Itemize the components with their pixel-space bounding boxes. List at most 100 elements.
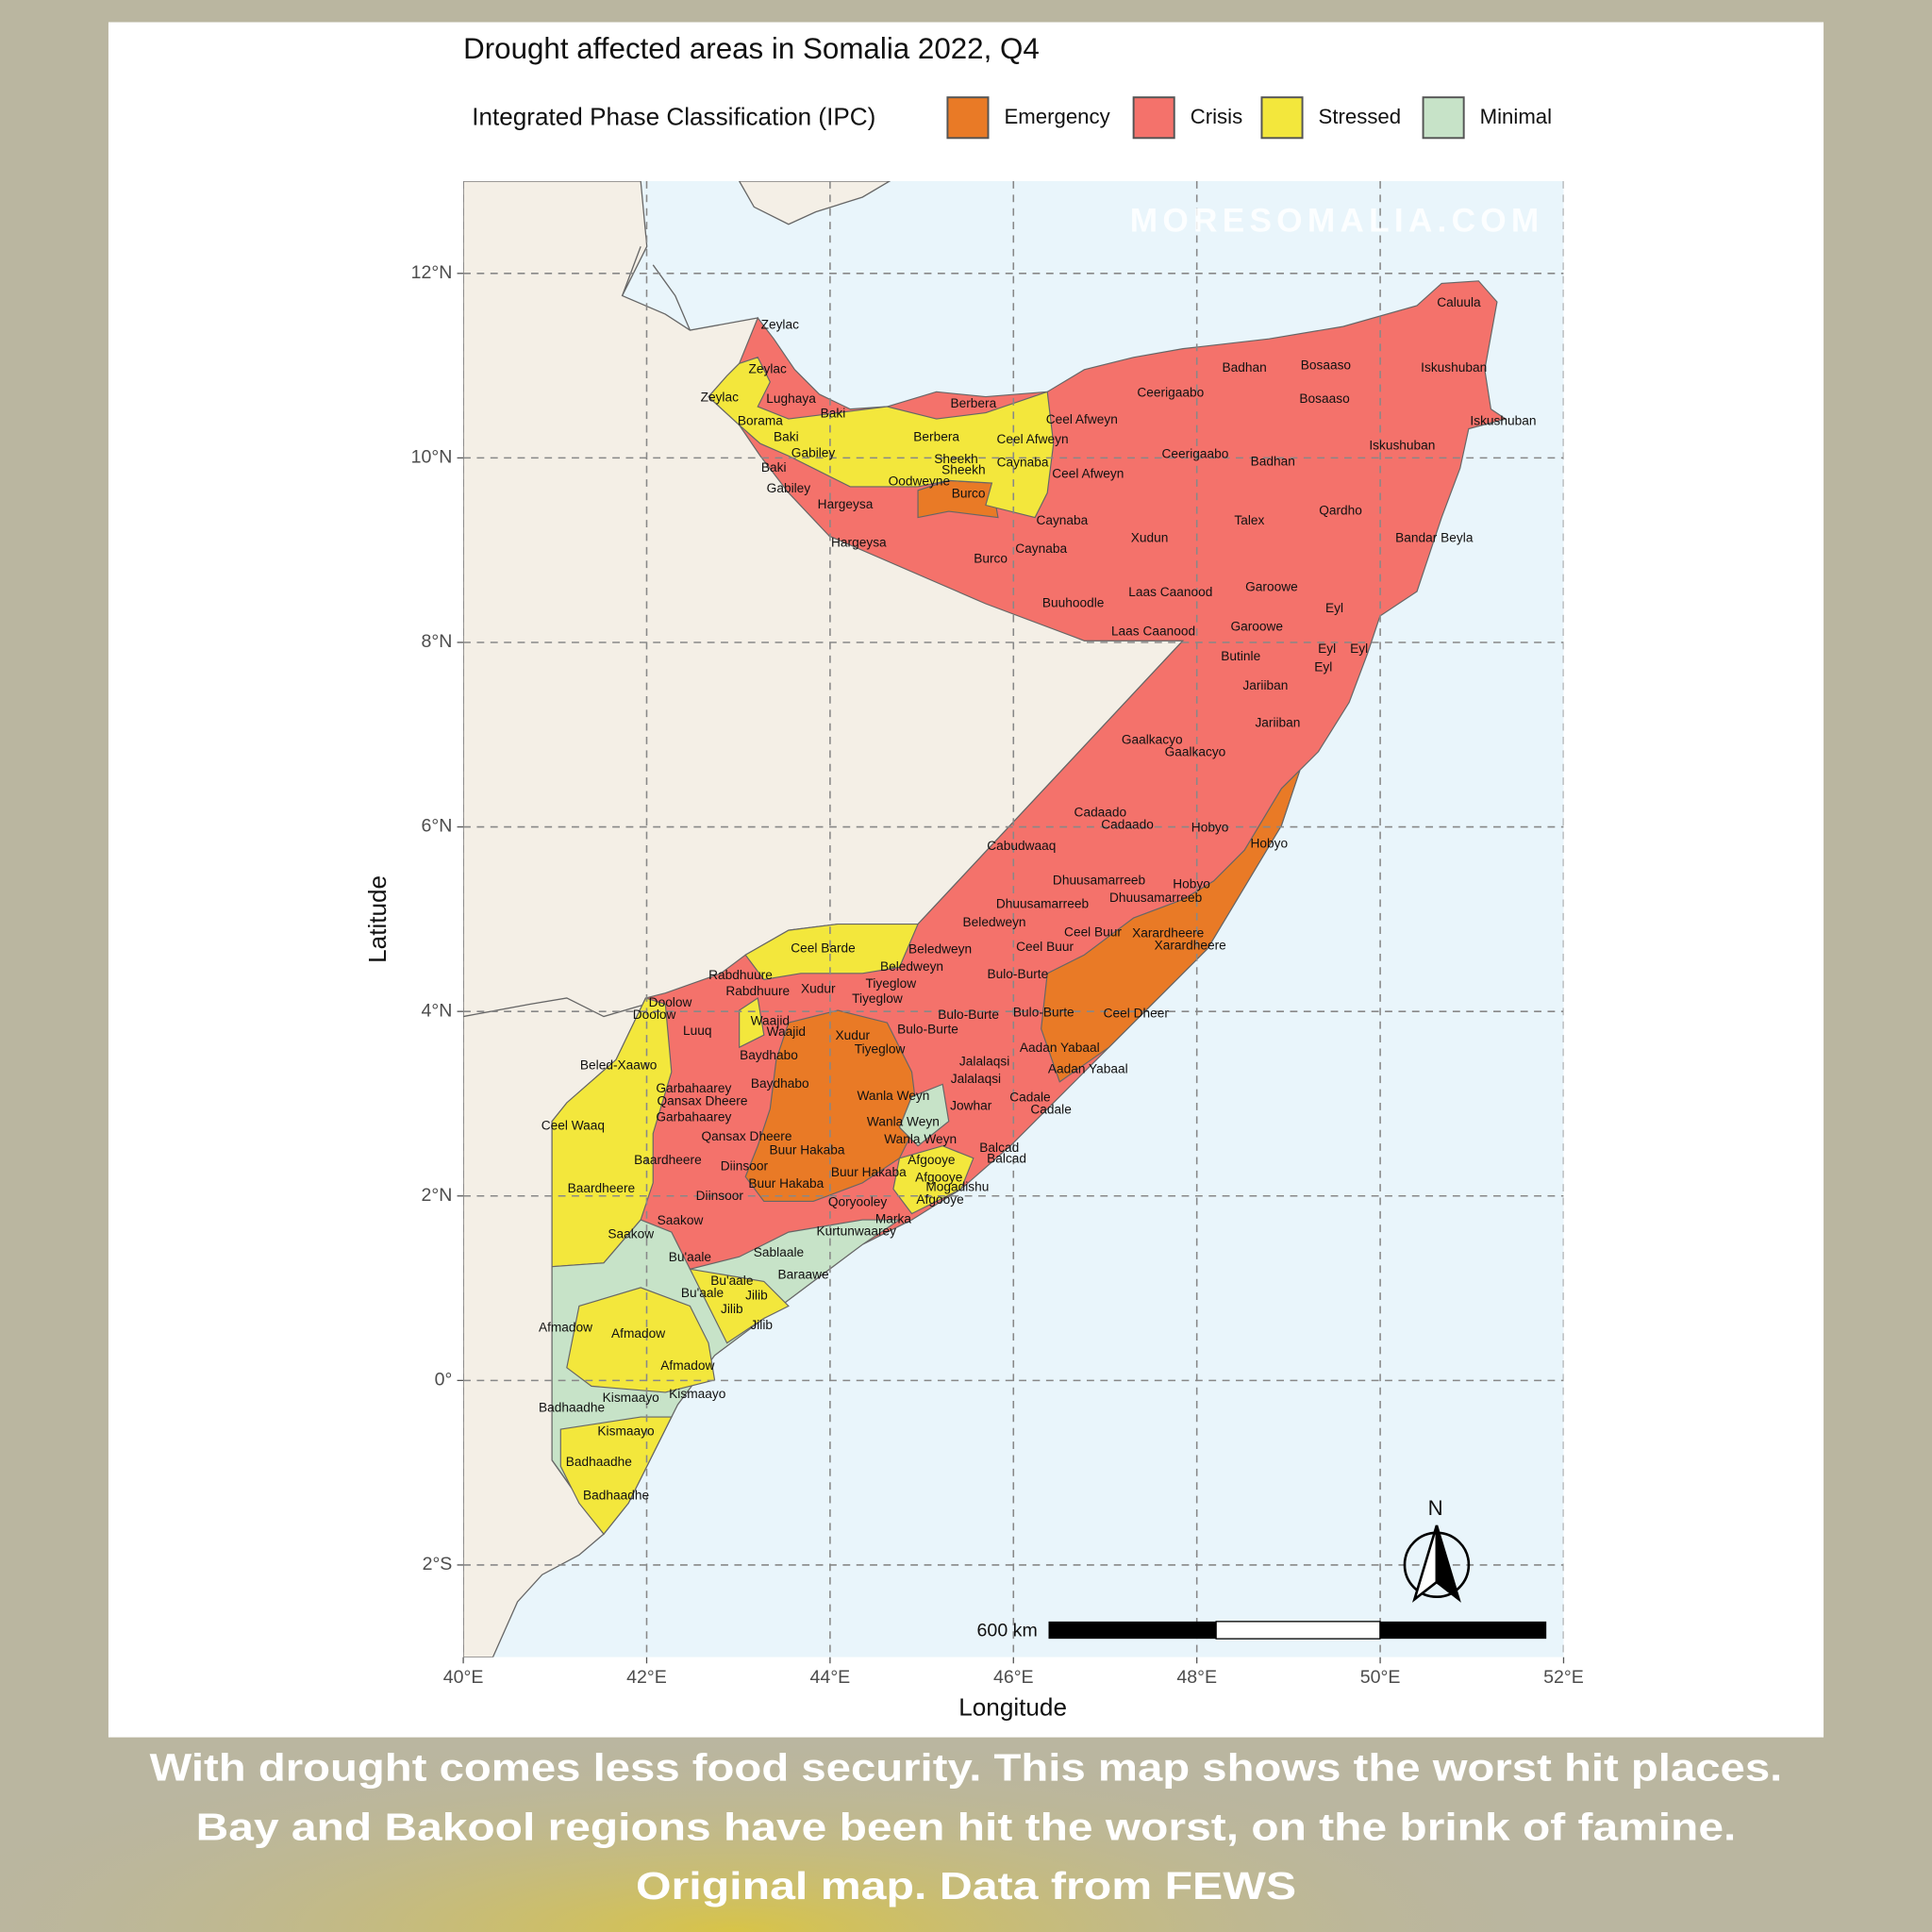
ipc-zone xyxy=(689,1268,790,1344)
x-tick-label: 42°E xyxy=(626,1667,667,1688)
place-label: Caluula xyxy=(1437,295,1481,309)
place-label: Garoowe xyxy=(1245,580,1298,594)
ipc-zone xyxy=(898,1083,950,1147)
legend-title: Integrated Phase Classification (IPC) xyxy=(472,102,875,130)
place-label: Bu'aale xyxy=(681,1286,724,1300)
place-label: Dhuusamarreeb xyxy=(1053,874,1146,888)
place-label: Afgooye xyxy=(916,1192,964,1207)
place-label: Eyl xyxy=(1350,641,1368,656)
y-tick-label: 12°N xyxy=(411,262,453,283)
place-label: Berbera xyxy=(950,396,996,410)
place-label: Ceel Afweyn xyxy=(1046,412,1118,426)
north-label: N xyxy=(1428,1496,1443,1520)
place-label: Jowhar xyxy=(950,1099,992,1113)
place-label: Zeylac xyxy=(749,361,788,375)
place-label: Baydhabo xyxy=(751,1076,809,1091)
place-label: Cabudwaaq xyxy=(987,839,1056,853)
place-label: Beledweyn xyxy=(880,959,943,974)
chart-title: Drought affected areas in Somalia 2022, … xyxy=(463,32,1040,65)
place-label: Sablaale xyxy=(754,1245,805,1259)
place-label: Tiyeglow xyxy=(866,976,917,991)
place-label: Buur Hakaba xyxy=(831,1165,907,1179)
scale-segment xyxy=(1215,1621,1381,1640)
y-tick-label: 10°N xyxy=(411,447,453,468)
place-label: Ceerigaabo xyxy=(1162,447,1229,461)
place-label: Qansax Dheere xyxy=(702,1129,792,1143)
place-label: Iskushuban xyxy=(1470,413,1536,427)
place-label: Lughaya xyxy=(766,391,816,406)
place-label: Garbahaarey xyxy=(656,1081,731,1095)
place-label: Cadaado xyxy=(1101,818,1154,832)
place-label: Ceel Dheer xyxy=(1104,1007,1170,1021)
scale-label: 600 km xyxy=(977,1620,1038,1641)
place-label: Badhaadhe xyxy=(539,1401,605,1415)
place-label: Ceerigaabo xyxy=(1137,385,1204,399)
place-label: Bu'aale xyxy=(669,1250,712,1264)
place-label: Ceel Buur xyxy=(1064,924,1122,939)
axis-ticks: 40°E 42°E 44°E 46°E 48°E 50°E 52°E 2°S 0° 2°N 4°N 6… xyxy=(411,262,1584,1688)
place-label: Bulo-Burte xyxy=(938,1008,999,1022)
place-label: Baki xyxy=(774,429,799,443)
place-label: Cadale xyxy=(1009,1090,1051,1104)
place-label: Dhuusamarreeb xyxy=(1109,891,1203,905)
place-label: Badhaadhe xyxy=(566,1455,632,1469)
y-tick-label: 6°N xyxy=(421,816,452,837)
place-label: Kismaayo xyxy=(669,1387,726,1401)
x-tick-label: 46°E xyxy=(993,1667,1034,1688)
place-label: Badhaadhe xyxy=(583,1488,649,1502)
place-label: Laas Caanood xyxy=(1111,625,1195,639)
ipc-zone xyxy=(744,924,919,981)
x-tick-label: 40°E xyxy=(443,1667,484,1688)
place-label: Diinsoor xyxy=(696,1189,744,1203)
place-label: Bosaaso xyxy=(1301,358,1352,373)
x-tick-label: 44°E xyxy=(810,1667,851,1688)
place-label: Dhuusamarreeb xyxy=(996,896,1090,910)
place-label: Rabdhuure xyxy=(725,984,790,998)
place-label: Ceel Buur xyxy=(1016,940,1074,954)
place-label: Jalalaqsi xyxy=(959,1055,1009,1069)
place-label: Doolow xyxy=(649,995,692,1009)
caption-line: Bay and Bakool regions have been hit the… xyxy=(196,1805,1737,1848)
place-label: Sheekh xyxy=(941,463,985,477)
place-label: Hobyo xyxy=(1191,820,1229,834)
place-label: Badhan xyxy=(1251,454,1295,468)
place-label: Iskushuban xyxy=(1369,438,1435,452)
scale-bar: 600 km xyxy=(977,1620,1547,1641)
place-label: Xudun xyxy=(1131,530,1169,544)
place-label: Zeylac xyxy=(701,391,740,405)
place-label: Beled-Xaawo xyxy=(580,1058,658,1072)
x-tick-label: 48°E xyxy=(1176,1667,1217,1688)
legend-swatch xyxy=(946,96,990,140)
place-label: Oodweyne xyxy=(889,474,951,488)
north-arrow: N xyxy=(1403,1496,1471,1603)
x-tick-label: 50°E xyxy=(1360,1667,1401,1688)
place-label: Zeylac xyxy=(761,317,800,331)
place-label: Bandar Beyla xyxy=(1395,530,1474,544)
place-label: Qoryooley xyxy=(828,1194,888,1208)
place-label: Bosaaso xyxy=(1299,391,1350,406)
place-label: Waajid xyxy=(751,1013,790,1027)
place-label: Aadan Yabaal xyxy=(1048,1061,1128,1075)
place-label: Beledweyn xyxy=(908,942,972,957)
place-label: Hargeysa xyxy=(831,536,887,550)
place-label: Baraawe xyxy=(778,1267,829,1281)
y-tick-label: 8°N xyxy=(421,631,452,652)
ipc-zones xyxy=(551,280,1507,1536)
place-label: Garoowe xyxy=(1230,619,1283,633)
place-label: Caynaba xyxy=(1036,513,1088,527)
place-label: Afgooye xyxy=(908,1153,956,1167)
place-label: Xarardheere xyxy=(1132,926,1205,941)
place-label: Tiyeglow xyxy=(852,991,903,1006)
place-label: Laas Caanood xyxy=(1128,585,1212,599)
scale-segment xyxy=(1048,1621,1217,1640)
place-label: Hargeysa xyxy=(818,497,874,511)
ipc-zone xyxy=(744,1009,919,1203)
place-label: Cadaado xyxy=(1074,806,1127,820)
place-label: Baardheere xyxy=(568,1181,636,1195)
place-label: Balcad xyxy=(987,1152,1026,1166)
legend-label: Crisis xyxy=(1191,105,1242,128)
place-label: Kismaayo xyxy=(597,1424,655,1438)
place-label: Buur Hakaba xyxy=(748,1176,824,1191)
ipc-zone xyxy=(559,1416,673,1536)
